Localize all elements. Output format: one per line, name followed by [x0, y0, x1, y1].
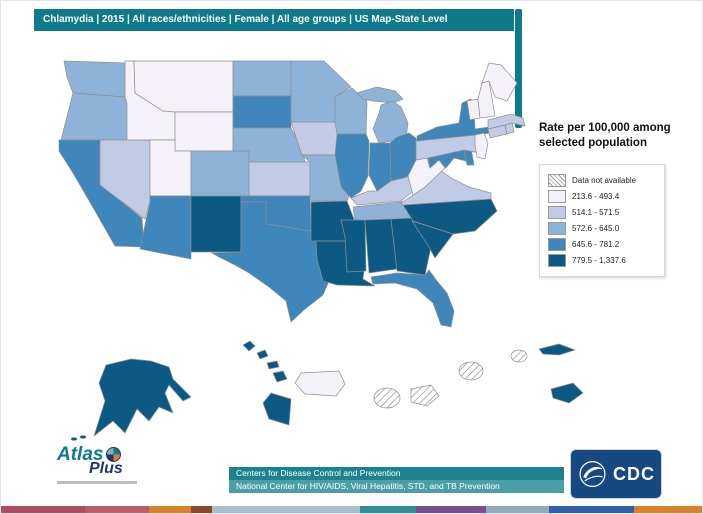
strip-segment — [549, 506, 634, 513]
state-wa[interactable] — [63, 60, 126, 98]
strip-segment — [486, 506, 550, 513]
footer-nchhstp-line: National Center for HIV/AIDS, Viral Hepa… — [229, 480, 564, 493]
strip-segment — [211, 506, 360, 513]
legend-item-5: 779.5 - 1,337.6 — [548, 253, 656, 267]
territory-guam[interactable] — [373, 387, 401, 409]
aleutian-island-icon[interactable] — [70, 437, 78, 441]
state-fl[interactable] — [370, 269, 455, 328]
strip-segment — [148, 506, 191, 513]
atlasplus-logo[interactable]: Atlas Plus — [57, 445, 137, 484]
state-ms[interactable] — [340, 219, 367, 273]
state-hi-molokai[interactable] — [266, 360, 280, 370]
state-ma[interactable] — [487, 113, 526, 130]
footer-nchhstp-line-text: National Center for HIV/AIDS, Viral Hepa… — [236, 481, 500, 491]
state-wy[interactable] — [174, 111, 234, 152]
atlasplus-tagline — [57, 481, 137, 484]
legend-title-line1: Rate per 100,000 among — [539, 122, 671, 134]
state-hi-big-island[interactable] — [262, 392, 292, 426]
atlasplus-logo-atlas: Atlas — [57, 445, 137, 464]
state-or[interactable] — [60, 92, 128, 141]
territory-usvi-chain[interactable] — [538, 343, 577, 356]
atlas-text: Atlas — [57, 444, 104, 465]
strip-segment — [1, 506, 86, 513]
state-hi-oahu[interactable] — [256, 349, 269, 360]
state-sd[interactable] — [232, 95, 292, 129]
territory-usvi[interactable] — [550, 382, 584, 404]
territory-american-samoa[interactable] — [410, 384, 440, 407]
vertical-scrollbar[interactable] — [515, 9, 522, 128]
state-nj[interactable] — [474, 132, 489, 160]
state-hi-maui[interactable] — [272, 370, 288, 383]
map-header-bar: Chlamydia | 2015 | All races/ethnicities… — [34, 9, 514, 31]
legend-label: 514.1 - 571.5 — [572, 207, 620, 217]
legend-item-1: 213.6 - 493.4 — [548, 189, 656, 203]
territory-no-data[interactable] — [510, 349, 528, 363]
state-nh[interactable] — [477, 80, 496, 119]
territory-n-mariana[interactable] — [458, 361, 484, 381]
strip-segment — [633, 506, 702, 513]
legend-item-3: 572.6 - 645.0 — [548, 221, 656, 235]
legend-swatch-4 — [548, 237, 566, 251]
legend-title-line2: selected population — [539, 136, 647, 149]
us-choropleth-map — [58, 60, 584, 441]
state-mi-upper[interactable] — [356, 86, 404, 104]
territory-puerto-rico[interactable] — [294, 370, 346, 397]
legend-label: Data not available — [572, 175, 637, 185]
state-me[interactable] — [481, 62, 518, 102]
cdc-logo-text: CDC — [613, 463, 655, 484]
footer-cdc-line: Centers for Disease Control and Preventi… — [229, 467, 564, 480]
legend-label: 779.5 - 1,337.6 — [572, 255, 626, 265]
state-ga[interactable] — [390, 217, 432, 276]
legend-swatch-3 — [548, 221, 566, 235]
state-co[interactable] — [190, 150, 250, 197]
state-tx[interactable] — [210, 201, 330, 323]
state-il[interactable] — [334, 133, 370, 199]
legend-item-4: 645.6 - 781.2 — [548, 237, 656, 251]
strip-segment — [85, 506, 149, 513]
aleutian-island-icon[interactable] — [79, 435, 87, 439]
legend-item-2: 514.1 - 571.5 — [548, 205, 656, 219]
strip-segment — [415, 506, 487, 513]
state-nm[interactable] — [190, 195, 242, 253]
map-header-title: Chlamydia | 2015 | All races/ethnicities… — [43, 14, 448, 25]
state-ak[interactable] — [93, 358, 192, 437]
legend-swatch-5 — [548, 253, 566, 267]
state-nd[interactable] — [232, 60, 292, 97]
legend-label: 213.6 - 493.4 — [572, 191, 620, 201]
map-legend: Rate per 100,000 among selected populati… — [539, 121, 694, 277]
legend-box: Data not available 213.6 - 493.4 514.1 -… — [539, 163, 665, 277]
globe-icon — [106, 447, 122, 462]
state-hi-kauai[interactable] — [242, 340, 256, 352]
legend-swatch-2 — [548, 205, 566, 219]
legend-swatch-1 — [548, 189, 566, 203]
legend-label: 572.6 - 645.0 — [572, 223, 620, 233]
legend-item-no-data: Data not available — [548, 173, 656, 187]
legend-title: Rate per 100,000 among selected populati… — [539, 121, 694, 151]
cdc-logo[interactable]: CDC — [571, 450, 661, 498]
legend-swatch-no-data — [548, 173, 566, 187]
strip-segment — [190, 506, 212, 513]
hhs-seal-icon — [579, 460, 606, 488]
footer-cdc-line-text: Centers for Disease Control and Preventi… — [236, 468, 401, 478]
atlasplus-logo-plus: Plus — [89, 460, 123, 477]
state-ks[interactable] — [248, 161, 311, 197]
legend-label: 645.6 - 781.2 — [572, 239, 620, 249]
footer-color-strip — [1, 506, 702, 513]
strip-segment — [359, 506, 416, 513]
